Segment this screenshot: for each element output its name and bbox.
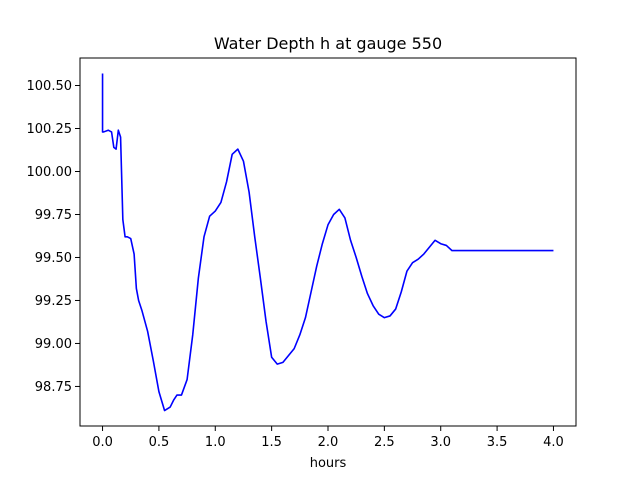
x-tick-label: 2.0 xyxy=(318,435,339,450)
x-tick-label: 0.5 xyxy=(149,435,170,450)
x-axis: 0.0 0.5 1.0 1.5 2.0 2.5 3.0 3.5 4.0 xyxy=(92,426,564,450)
y-tick-label: 100.00 xyxy=(27,165,73,180)
y-tick-label: 99.00 xyxy=(35,337,72,352)
series-line xyxy=(101,73,554,412)
x-tick-label: 1.5 xyxy=(261,435,282,450)
x-axis-label: hours xyxy=(310,456,347,471)
x-tick-label: 1.0 xyxy=(205,435,226,450)
y-tick-label: 99.75 xyxy=(35,208,72,223)
x-tick-label: 2.5 xyxy=(374,435,395,450)
y-tick-label: 99.25 xyxy=(35,294,72,309)
x-tick-label: 3.0 xyxy=(430,435,451,450)
x-tick-label: 3.5 xyxy=(487,435,508,450)
y-tick-label: 100.25 xyxy=(27,122,73,137)
x-tick-label: 0.0 xyxy=(92,435,113,450)
y-axis: 98.75 99.00 99.25 99.50 99.75 100.00 100.25 100… xyxy=(27,79,80,395)
y-tick-label: 99.50 xyxy=(35,251,72,266)
chart-title: Water Depth h at gauge 550 xyxy=(214,34,442,53)
y-tick-label: 98.75 xyxy=(35,380,72,395)
y-tick-label: 100.50 xyxy=(27,79,73,94)
x-tick-label: 4.0 xyxy=(543,435,564,450)
